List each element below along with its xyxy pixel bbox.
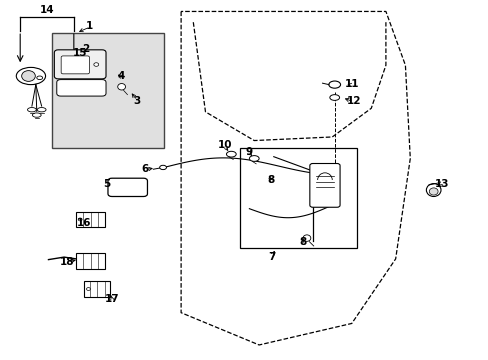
- Ellipse shape: [16, 67, 45, 85]
- Ellipse shape: [37, 76, 42, 80]
- Bar: [52, 33, 163, 148]
- Ellipse shape: [75, 56, 84, 64]
- Ellipse shape: [32, 113, 41, 117]
- Ellipse shape: [78, 218, 82, 221]
- Ellipse shape: [249, 156, 259, 161]
- Ellipse shape: [329, 95, 339, 100]
- FancyBboxPatch shape: [309, 163, 339, 207]
- Ellipse shape: [37, 108, 46, 112]
- Text: 17: 17: [104, 294, 119, 304]
- Bar: [76, 212, 104, 227]
- Ellipse shape: [226, 151, 236, 157]
- Text: 8: 8: [267, 175, 274, 185]
- Ellipse shape: [159, 165, 166, 170]
- Text: 6: 6: [141, 163, 148, 174]
- Text: 12: 12: [346, 96, 360, 106]
- Ellipse shape: [428, 188, 437, 195]
- Text: 16: 16: [76, 218, 91, 228]
- Text: 5: 5: [103, 179, 110, 189]
- Ellipse shape: [328, 81, 340, 88]
- FancyBboxPatch shape: [57, 80, 106, 96]
- Bar: [76, 253, 104, 269]
- Text: 13: 13: [434, 179, 448, 189]
- Ellipse shape: [21, 71, 35, 81]
- Bar: [83, 282, 110, 297]
- Text: 7: 7: [267, 252, 275, 262]
- Ellipse shape: [303, 235, 310, 241]
- Text: 15: 15: [73, 48, 87, 58]
- FancyBboxPatch shape: [61, 56, 89, 74]
- Ellipse shape: [118, 84, 125, 90]
- FancyBboxPatch shape: [108, 178, 147, 197]
- Ellipse shape: [94, 63, 99, 66]
- Ellipse shape: [426, 184, 440, 197]
- Text: 3: 3: [133, 96, 141, 106]
- Ellipse shape: [86, 288, 90, 291]
- Text: 14: 14: [40, 5, 54, 15]
- Text: 18: 18: [60, 257, 74, 267]
- FancyBboxPatch shape: [54, 50, 106, 79]
- Ellipse shape: [27, 108, 36, 112]
- Bar: [239, 148, 356, 248]
- Text: 10: 10: [217, 140, 232, 150]
- Text: 1: 1: [85, 21, 93, 31]
- Text: 4: 4: [118, 71, 125, 81]
- Text: 2: 2: [82, 44, 89, 54]
- Text: 9: 9: [245, 147, 252, 157]
- Text: 11: 11: [344, 79, 358, 89]
- Text: 8: 8: [299, 237, 306, 247]
